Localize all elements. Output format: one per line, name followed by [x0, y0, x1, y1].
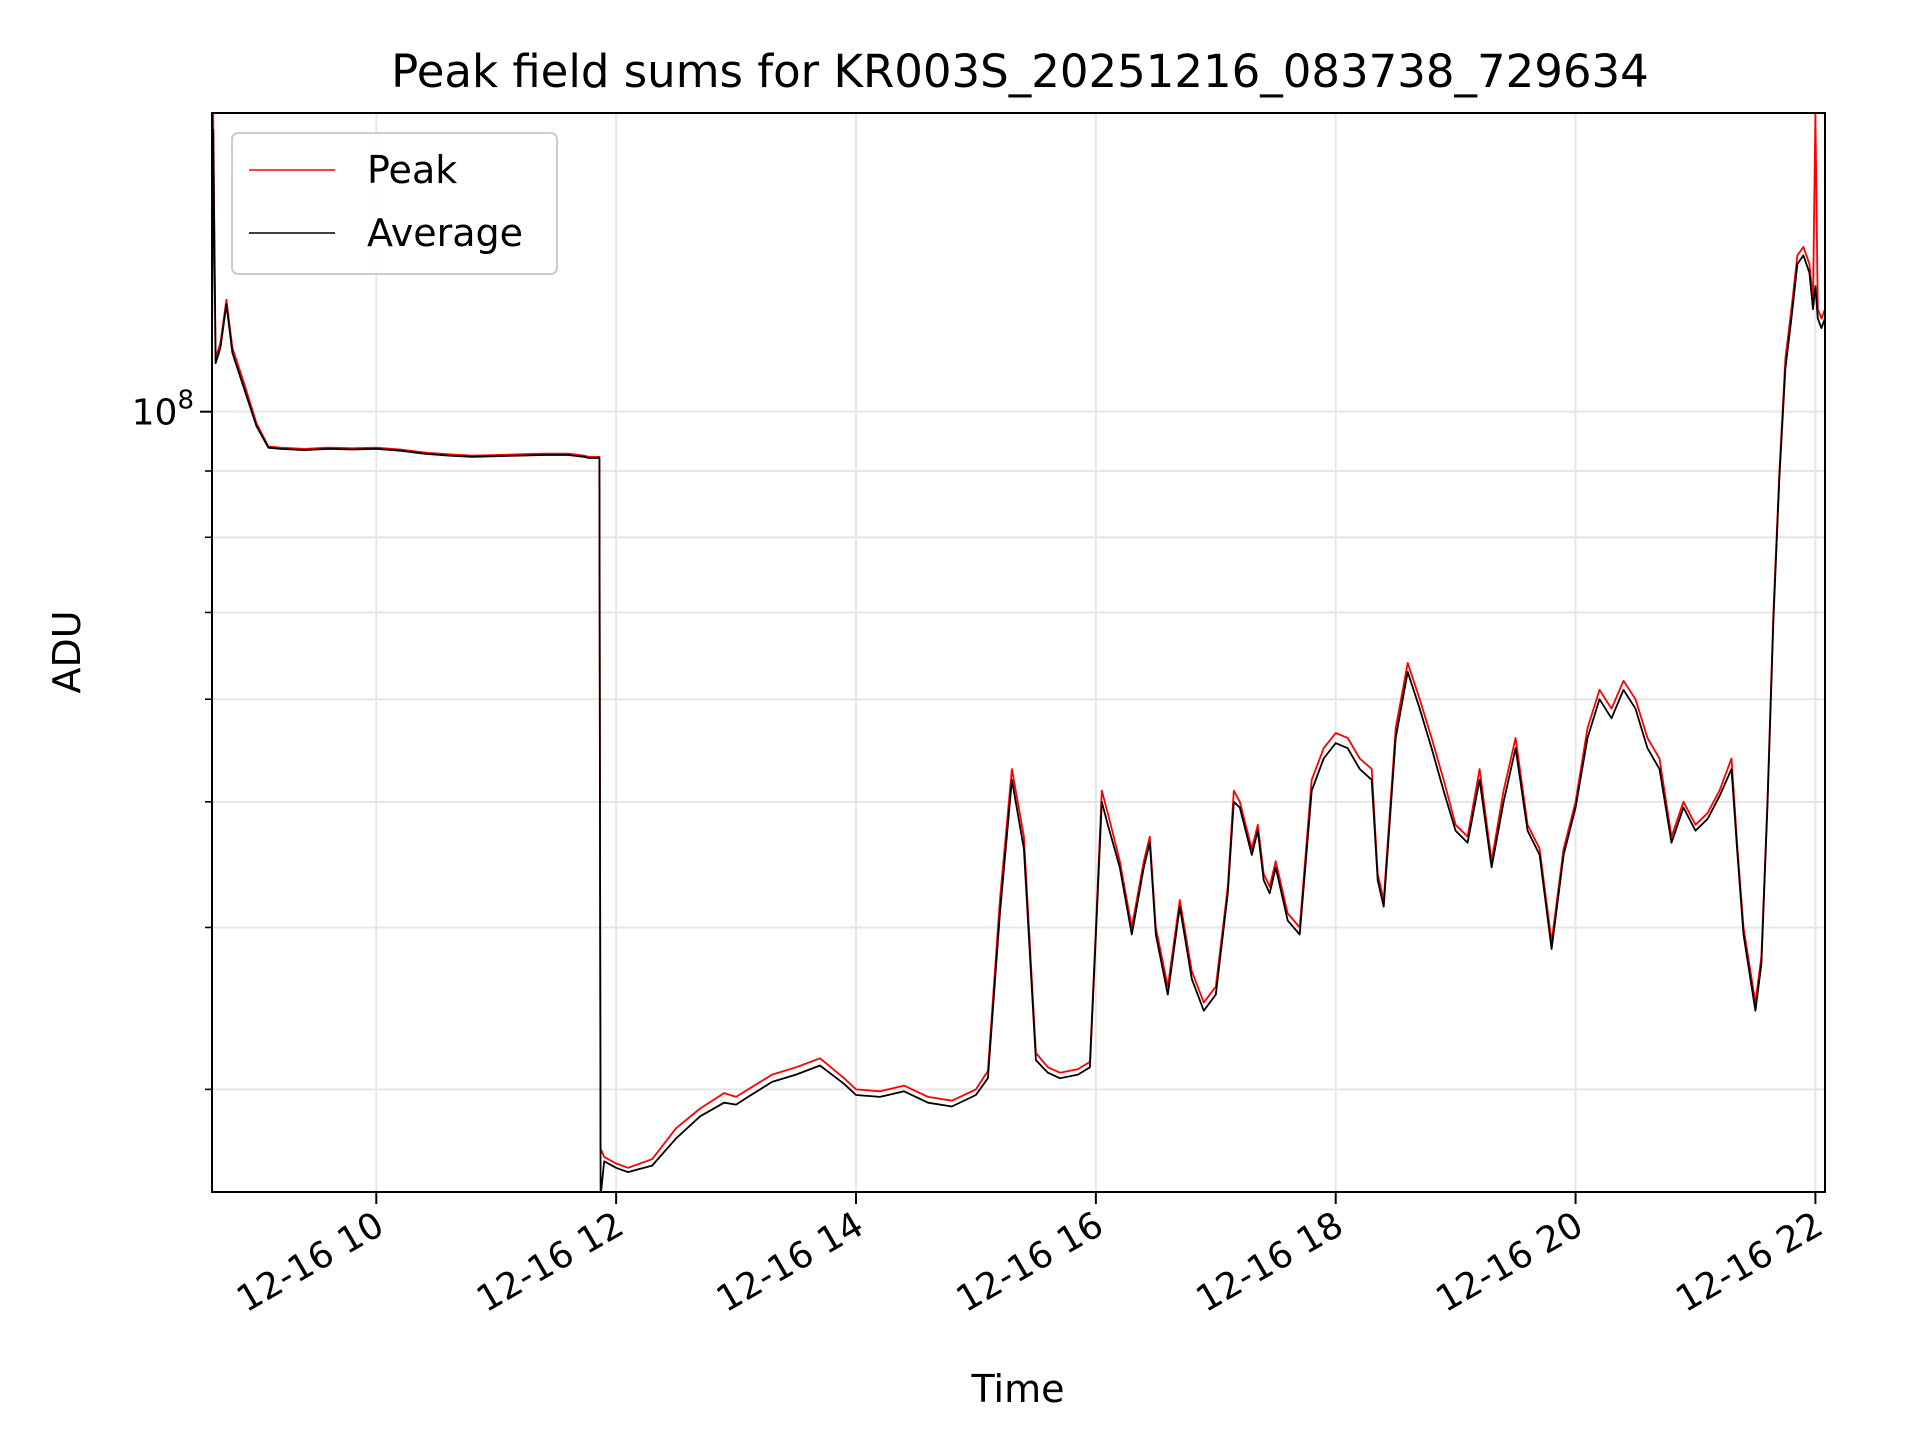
series-line-peak [212, 113, 1825, 1169]
plot-area [212, 113, 1825, 1192]
legend-peak-label: Peak [367, 148, 457, 192]
series-line-average [212, 128, 1825, 1192]
legend-box [231, 132, 558, 275]
grid [212, 113, 1825, 1192]
legend: Peak Average [231, 132, 558, 275]
y-major-tick-label-0: 108 [132, 386, 194, 434]
y-axis-label: ADU [45, 610, 89, 693]
series-lines [212, 113, 1825, 1192]
legend-average-label: Average [367, 211, 523, 255]
x-axis-label: Time [971, 1367, 1065, 1411]
chart-title: Peak field sums for KR003S_20251216_0837… [391, 45, 1649, 98]
axes-frame [211, 112, 1826, 1193]
y-axis-ticks: 108 [132, 386, 212, 1091]
